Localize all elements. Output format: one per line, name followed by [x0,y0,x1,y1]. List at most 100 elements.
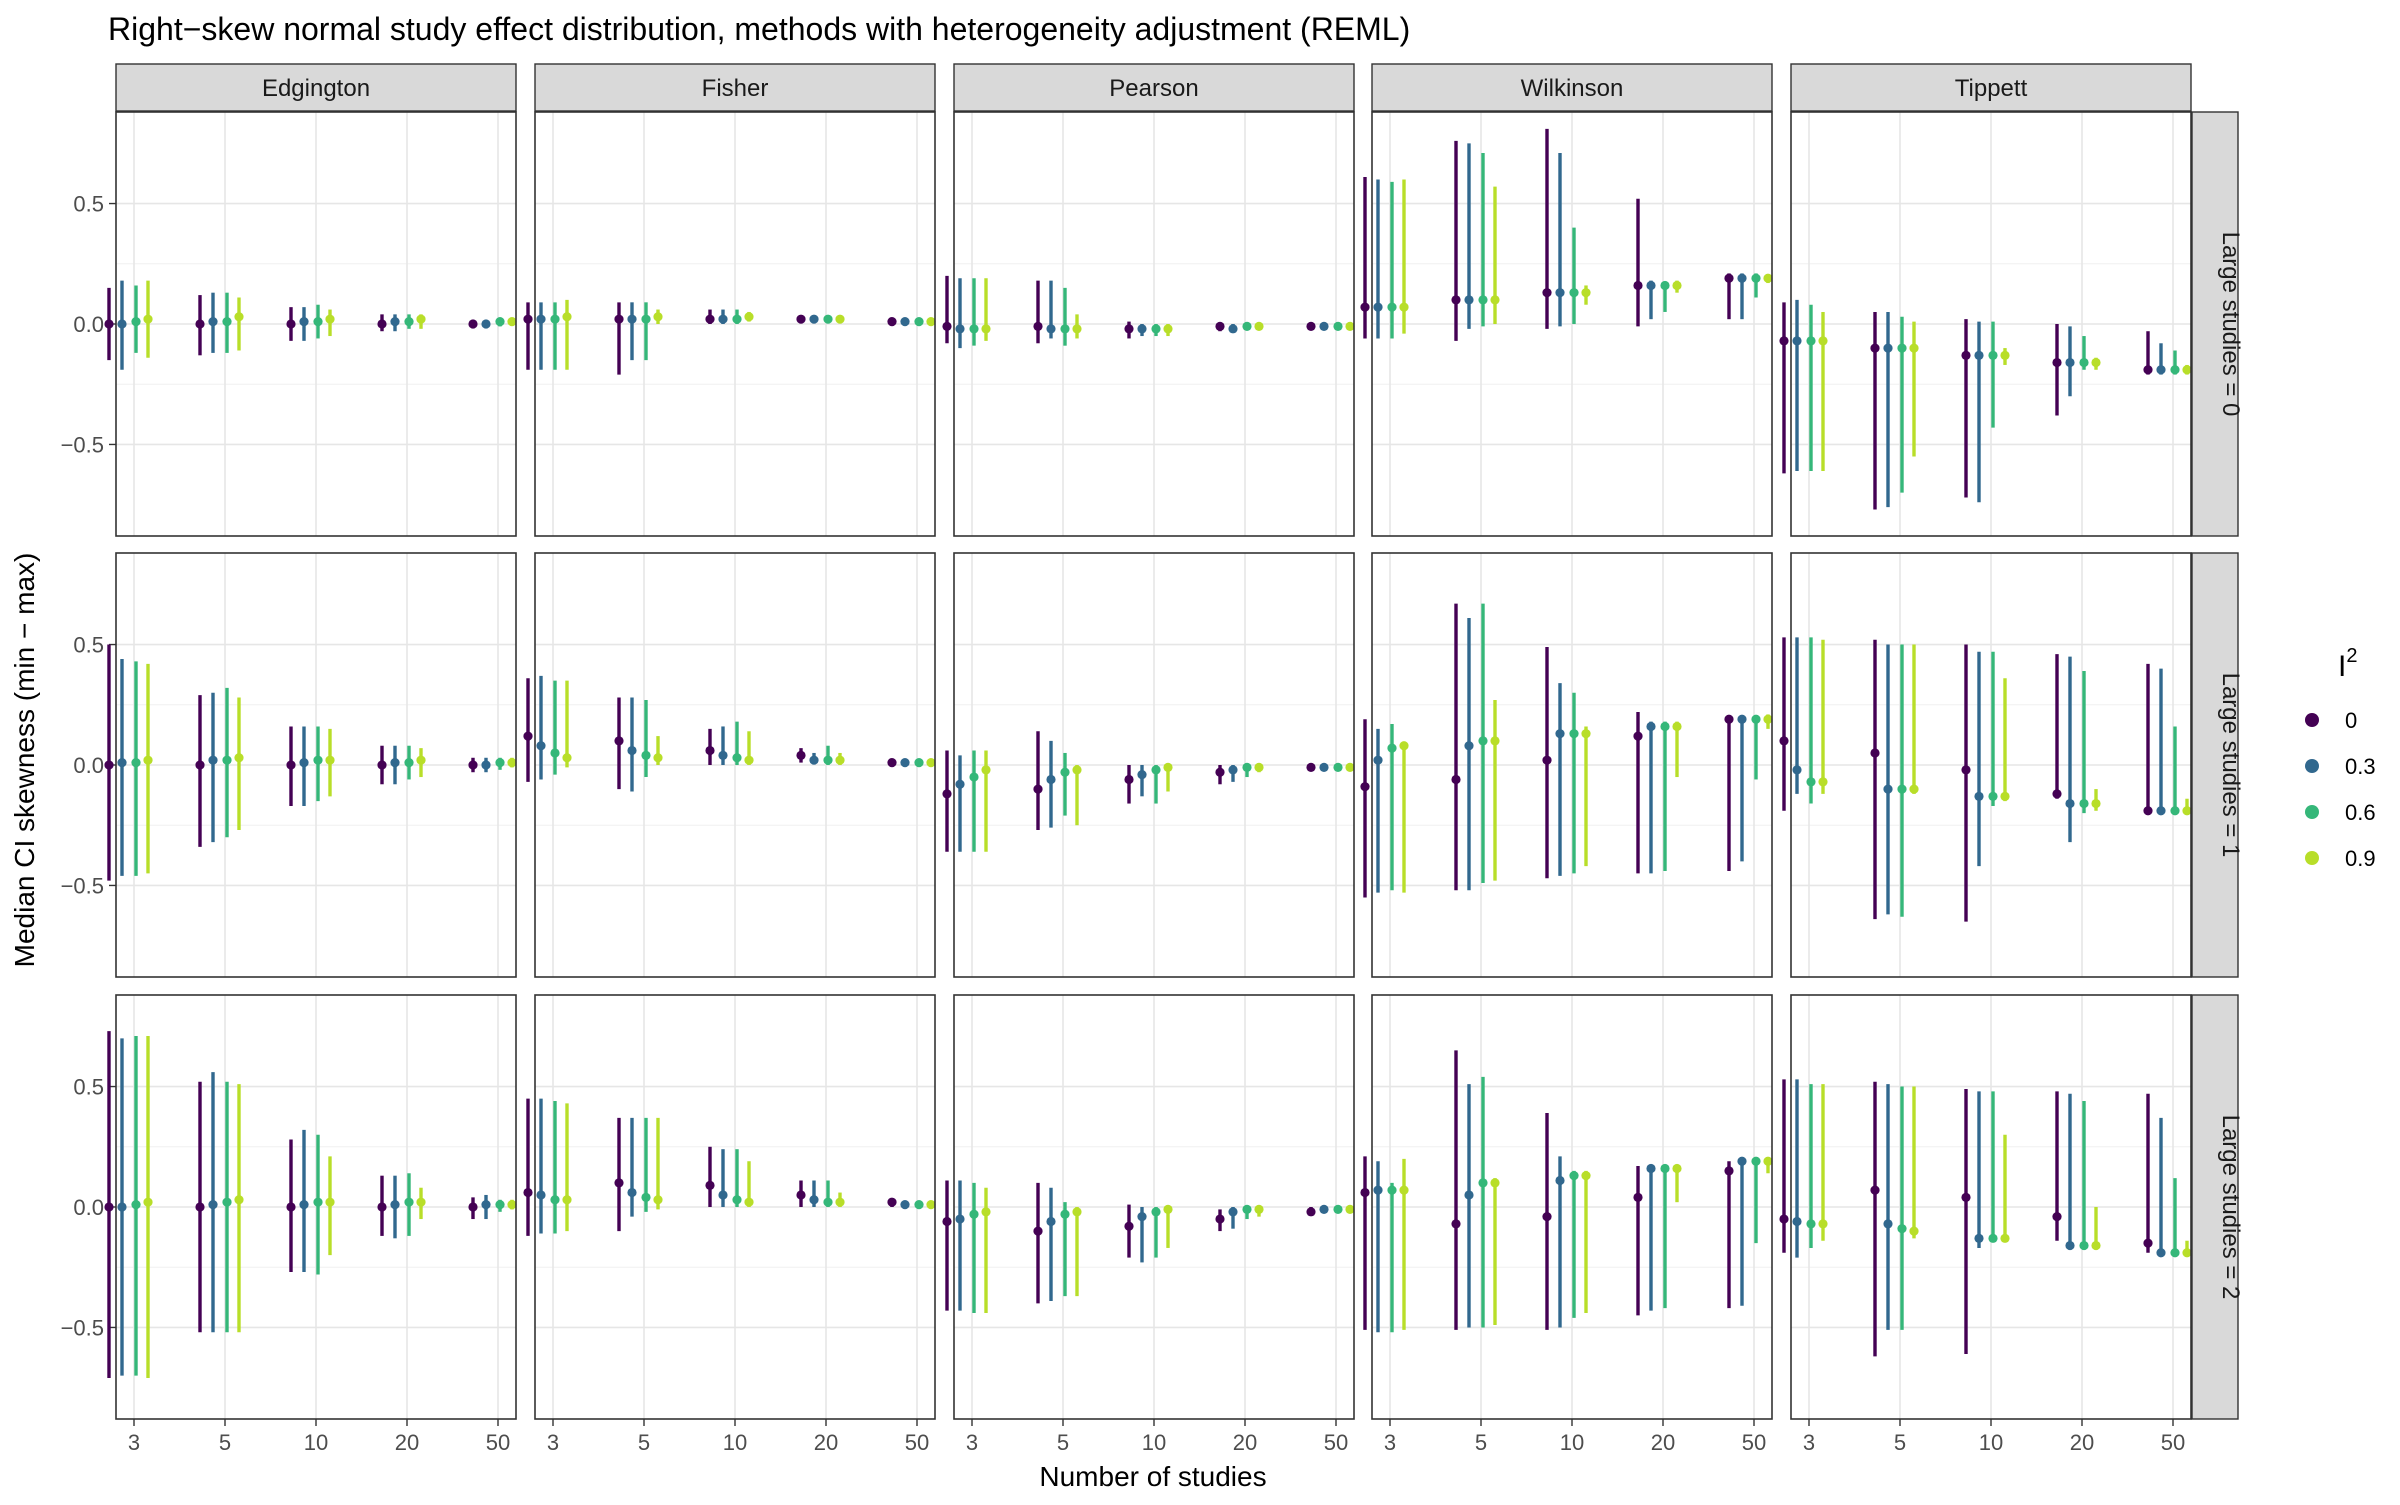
facet-strip-label: Fisher [702,75,769,102]
median-point [208,316,218,327]
median-point [1818,777,1828,787]
median-point [969,324,979,334]
legend-label: 0.6 [2345,800,2376,825]
y-tick-label: −0.5 [61,1315,104,1340]
median-point [1360,782,1370,792]
facet-strip-tippett [1790,63,2192,112]
median-point [942,321,952,332]
median-point [1737,1156,1747,1166]
median-point [627,1187,637,1198]
median-point [1633,1192,1643,1202]
median-point [2182,806,2192,816]
median-point [1490,295,1500,305]
median-point [718,1190,728,1200]
median-point [1464,1190,1474,1200]
median-point [1399,302,1409,312]
x-tick-label: 3 [128,1430,140,1455]
legend: I2 0 0.3 0.6 0.9 [2305,645,2376,871]
median-point [1387,1185,1397,1195]
panel-border [953,111,1355,537]
median-point [1779,736,1789,746]
facet-panels: Edgington Fisher Pearson Wilkinson Tippett La… [61,63,2244,1455]
median-point [507,757,517,768]
median-point [1751,714,1761,724]
median-point [1751,273,1761,283]
median-point [195,1202,205,1212]
median-point [835,314,845,324]
median-point [1215,767,1225,777]
median-point [1137,770,1147,780]
x-tick-label: 5 [1475,1430,1487,1455]
median-point [1883,784,1893,794]
median-point [495,316,505,327]
median-point [926,1199,936,1210]
median-point [1672,280,1682,291]
row-strip-0 [2191,111,2239,537]
median-point [955,324,965,334]
median-point [1124,324,1134,334]
median-point [1897,784,1907,794]
median-point [377,319,387,329]
median-point [641,1192,651,1202]
legend-swatch [2305,759,2319,773]
panel-border [1371,994,1773,1420]
median-point [1792,1216,1802,1227]
median-point [404,1197,414,1207]
median-point [1870,1185,1880,1195]
median-point [955,1214,965,1224]
median-point [1060,324,1070,334]
median-point [1555,729,1565,739]
median-point [1792,336,1802,346]
median-point [1451,774,1461,785]
x-tick-label: 50 [2161,1430,2185,1455]
median-point [653,753,663,763]
median-point [2065,357,2075,368]
median-point [2065,1240,2075,1251]
panel-pearson-row-2 [942,994,1355,1420]
median-point [1137,1212,1147,1222]
median-point [1242,321,1252,332]
median-point [1870,748,1880,758]
median-point [744,312,754,322]
facet-strip-pearson [953,63,1355,112]
median-point [744,755,754,765]
x-tick-label: 50 [486,1430,510,1455]
legend-label: 0.3 [2345,754,2376,779]
median-point [1555,288,1565,298]
median-point [1763,714,1773,724]
x-tick-label: 50 [1324,1430,1348,1455]
panel-border [115,994,517,1420]
median-point [117,319,127,329]
median-point [2091,1240,2101,1251]
median-point [809,1195,819,1205]
median-point [1060,767,1070,777]
median-point [1046,1216,1056,1227]
facet-strip-label: Edgington [262,75,370,102]
median-point [744,1197,754,1207]
panel-fisher-row-0 [523,111,936,537]
median-point [1242,1204,1252,1215]
facet-strip-fisher [534,63,936,112]
median-point [1387,743,1397,753]
median-point [1151,1207,1161,1217]
median-point [887,1197,897,1207]
median-point [208,755,218,765]
panel-border [953,994,1355,1420]
legend-label: 0 [2345,708,2357,733]
panel-border [953,552,1355,978]
median-point [641,750,651,760]
median-point [887,757,897,768]
median-point [1072,1207,1082,1217]
x-tick-label: 3 [1384,1430,1396,1455]
median-point [1633,280,1643,291]
median-point [1215,1214,1225,1224]
x-tick-label: 20 [1651,1430,1675,1455]
median-point [1672,721,1682,732]
median-point [1633,731,1643,741]
median-point [1542,755,1552,765]
median-point [823,1197,833,1207]
median-point [1451,295,1461,305]
median-point [1870,343,1880,353]
x-tick-label: 20 [2070,1430,2094,1455]
median-point [523,1187,533,1198]
